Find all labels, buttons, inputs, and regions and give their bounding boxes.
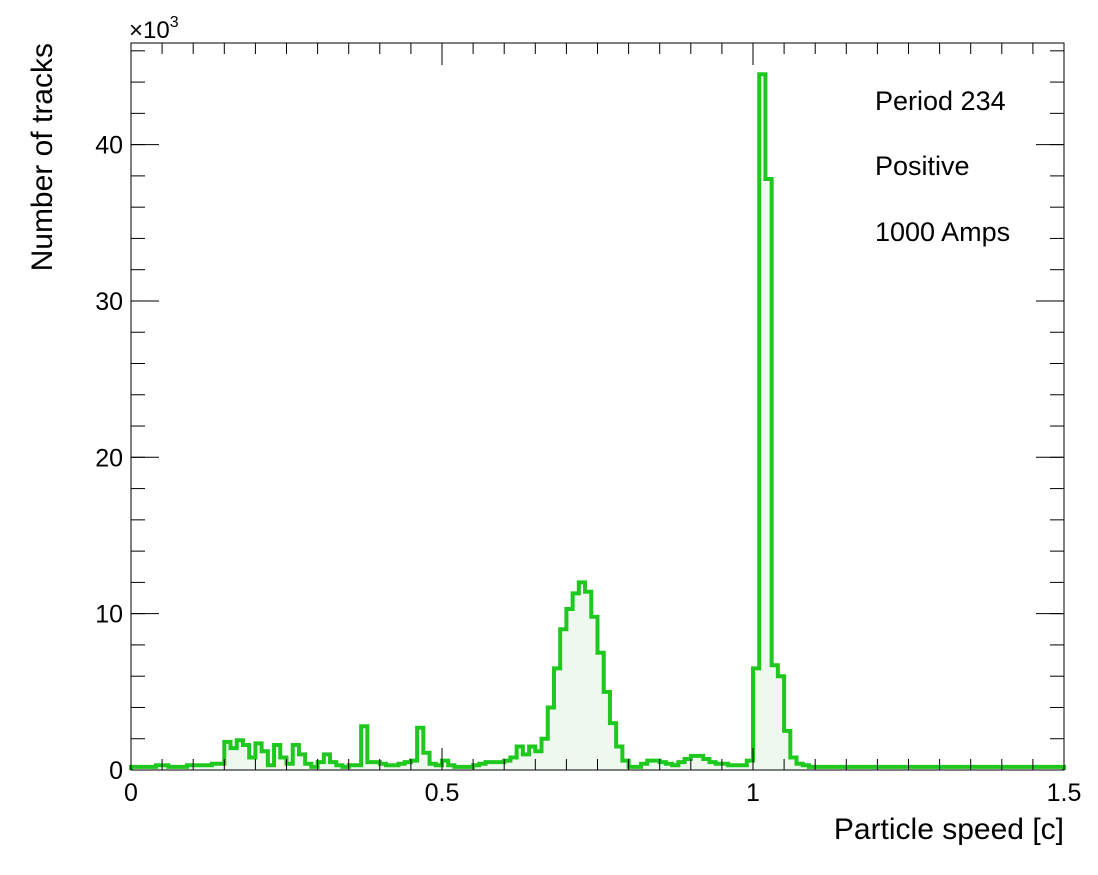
x-tick-label: 0.5 [425,779,460,807]
y-tick-label: 30 [95,288,123,316]
x-tick-label: 0 [124,779,138,807]
legend-charge-text: Positive [875,151,970,181]
y-axis-title: Number of tracks [26,43,59,271]
y-axis-multiplier: ×103 [129,14,179,44]
plot-area [129,72,1066,771]
legend: Period 234 Positive 1000 Amps [875,86,1010,247]
legend-period-text: Period 234 [875,86,1006,116]
x-tick-label: 1.5 [1047,779,1082,807]
legend-current-text: 1000 Amps [875,217,1010,247]
x-axis-title: Particle speed [c] [834,813,1064,846]
y-axis-multiplier-exponent: 3 [170,14,179,31]
y-axis: 0 10 20 30 40 [95,50,1064,785]
y-axis-multiplier-base: ×10 [129,17,170,44]
histogram-line [129,72,1066,770]
y-tick-label: 0 [109,757,123,785]
x-axis: 0 0.5 1 1.5 [124,43,1081,807]
y-tick-label: 10 [95,601,123,629]
x-tick-label: 1 [746,779,760,807]
y-tick-label: 20 [95,444,123,472]
y-tick-label: 40 [95,132,123,160]
